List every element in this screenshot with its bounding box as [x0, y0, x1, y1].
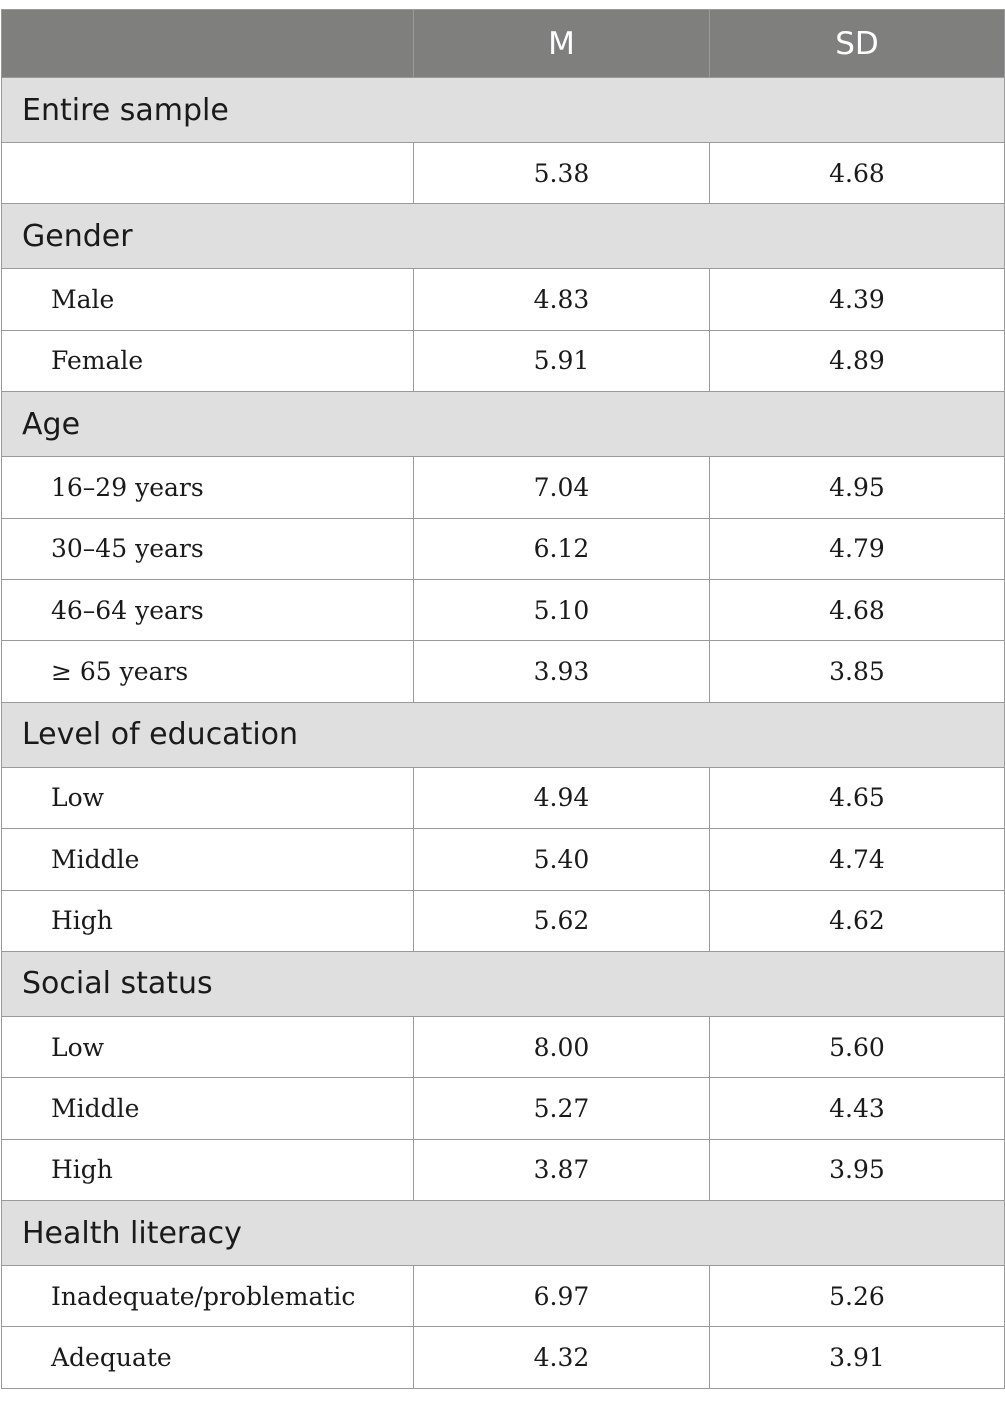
section-row: Entire sample: [1, 77, 1005, 143]
table-row: Middle 5.40 4.74: [1, 828, 1005, 891]
header-mean: M: [413, 9, 710, 78]
table-row: Inadequate/problematic 6.97 5.26: [1, 1265, 1005, 1328]
table-row: High 3.87 3.95: [1, 1138, 1005, 1202]
row-mean: 4.32: [413, 1326, 710, 1389]
row-label: Inadequate/problematic: [1, 1265, 414, 1328]
row-label: 30–45 years: [1, 517, 414, 580]
table-row: Low 4.94 4.65: [1, 766, 1005, 830]
row-label: Middle: [1, 828, 414, 891]
row-sd: 3.91: [709, 1326, 1005, 1389]
row-label: Adequate: [1, 1326, 414, 1389]
row-label: 16–29 years: [1, 456, 414, 519]
row-label: ≥ 65 years: [1, 640, 414, 703]
row-sd: 4.79: [709, 517, 1005, 580]
table-row: High 5.62 4.62: [1, 889, 1005, 952]
header-row: M SD: [1, 9, 1005, 78]
row-sd: 4.62: [709, 889, 1005, 952]
table-row: 46–64 years 5.10 4.68: [1, 578, 1005, 642]
row-label: Female: [1, 329, 414, 393]
section-title: Gender: [1, 203, 1005, 270]
section-title: Level of education: [1, 701, 1005, 768]
statistics-table: M SD Entire sample 5.38 4.68 Gender Male…: [1, 9, 1005, 1389]
row-mean: 6.97: [413, 1265, 710, 1328]
row-sd: 4.68: [709, 578, 1005, 642]
row-mean: 3.93: [413, 640, 710, 703]
row-mean: 4.94: [413, 766, 710, 830]
section-title: Health literacy: [1, 1200, 1005, 1267]
table-row: Middle 5.27 4.43: [1, 1077, 1005, 1140]
table-row: Adequate 4.32 3.91: [1, 1326, 1005, 1389]
row-sd: 4.68: [709, 141, 1005, 205]
section-row: Level of education: [1, 701, 1005, 768]
section-row: Health literacy: [1, 1200, 1005, 1267]
table-row: 30–45 years 6.12 4.79: [1, 517, 1005, 580]
section-title: Entire sample: [1, 77, 1005, 143]
table-row: ≥ 65 years 3.93 3.85: [1, 640, 1005, 703]
row-sd: 3.95: [709, 1138, 1005, 1202]
row-label: Low: [1, 766, 414, 830]
row-sd: 4.89: [709, 329, 1005, 393]
row-sd: 4.65: [709, 766, 1005, 830]
row-mean: 5.10: [413, 578, 710, 642]
row-mean: 5.62: [413, 889, 710, 952]
row-label: High: [1, 1138, 414, 1202]
row-sd: 5.26: [709, 1265, 1005, 1328]
row-label: 46–64 years: [1, 578, 414, 642]
section-title: Age: [1, 391, 1005, 458]
row-sd: 4.39: [709, 268, 1005, 331]
row-label: Middle: [1, 1077, 414, 1140]
row-mean: 5.91: [413, 329, 710, 393]
section-title: Social status: [1, 950, 1005, 1017]
table-row: Female 5.91 4.89: [1, 329, 1005, 393]
row-label: Male: [1, 268, 414, 331]
row-mean: 8.00: [413, 1015, 710, 1079]
row-mean: 4.83: [413, 268, 710, 331]
section-row: Age: [1, 391, 1005, 458]
section-row: Gender: [1, 203, 1005, 270]
table-row: 16–29 years 7.04 4.95: [1, 456, 1005, 519]
row-sd: 4.43: [709, 1077, 1005, 1140]
row-mean: 5.27: [413, 1077, 710, 1140]
row-mean: 5.38: [413, 141, 710, 205]
row-mean: 5.40: [413, 828, 710, 891]
row-label: [1, 141, 414, 205]
row-label: High: [1, 889, 414, 952]
section-row: Social status: [1, 950, 1005, 1017]
table-row: Low 8.00 5.60: [1, 1015, 1005, 1079]
table-row: Male 4.83 4.39: [1, 268, 1005, 331]
row-sd: 5.60: [709, 1015, 1005, 1079]
header-blank-cell: [1, 9, 414, 78]
row-mean: 3.87: [413, 1138, 710, 1202]
row-sd: 3.85: [709, 640, 1005, 703]
row-label: Low: [1, 1015, 414, 1079]
row-sd: 4.95: [709, 456, 1005, 519]
table-row: 5.38 4.68: [1, 141, 1005, 205]
row-sd: 4.74: [709, 828, 1005, 891]
row-mean: 7.04: [413, 456, 710, 519]
header-sd: SD: [709, 9, 1005, 78]
row-mean: 6.12: [413, 517, 710, 580]
